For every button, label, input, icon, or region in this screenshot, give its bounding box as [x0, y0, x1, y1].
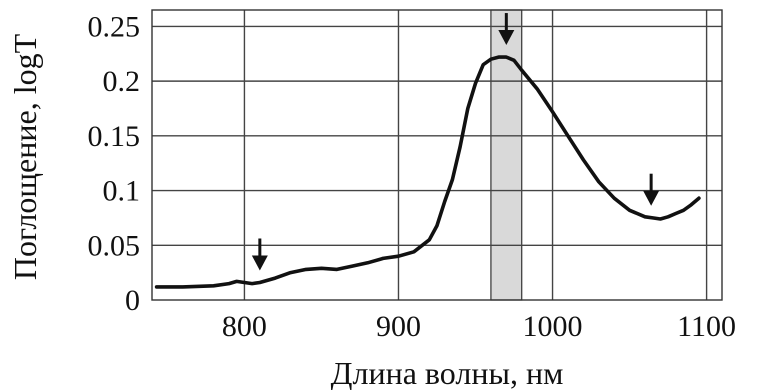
x-tick-label: 900	[376, 310, 421, 343]
y-tick-label: 0.2	[103, 65, 141, 98]
x-tick-label: 800	[222, 310, 267, 343]
y-tick-label: 0	[125, 284, 140, 317]
x-axis-title: Длина волны, нм	[331, 355, 564, 390]
x-tick-label: 1100	[677, 310, 736, 343]
arrow-head	[643, 190, 660, 206]
series-layer	[154, 55, 701, 289]
highlight-band	[490, 9, 523, 301]
arrow-marker	[251, 238, 268, 271]
arrow-layer	[251, 13, 660, 271]
y-tick-label: 0.15	[88, 120, 141, 153]
y-tick-label: 0.1	[103, 175, 141, 208]
arrow-head	[498, 30, 515, 46]
plot-frame	[151, 9, 723, 301]
arrow-marker	[498, 13, 515, 46]
arrow-marker	[643, 173, 660, 206]
x-tick-label: 1000	[523, 310, 583, 343]
highlight-band-layer	[490, 9, 523, 301]
y-axis-title: Поглощение, logT	[7, 33, 43, 280]
y-tick-label: 0.05	[88, 229, 141, 262]
series-line	[154, 55, 701, 289]
grid-layer	[152, 10, 722, 300]
arrow-head	[251, 255, 268, 271]
tick-label-layer: 800 900 1000 1100 0 0.05 0.1 0.15 0.2 0.25	[88, 10, 737, 343]
y-tick-label: 0.25	[88, 10, 141, 43]
